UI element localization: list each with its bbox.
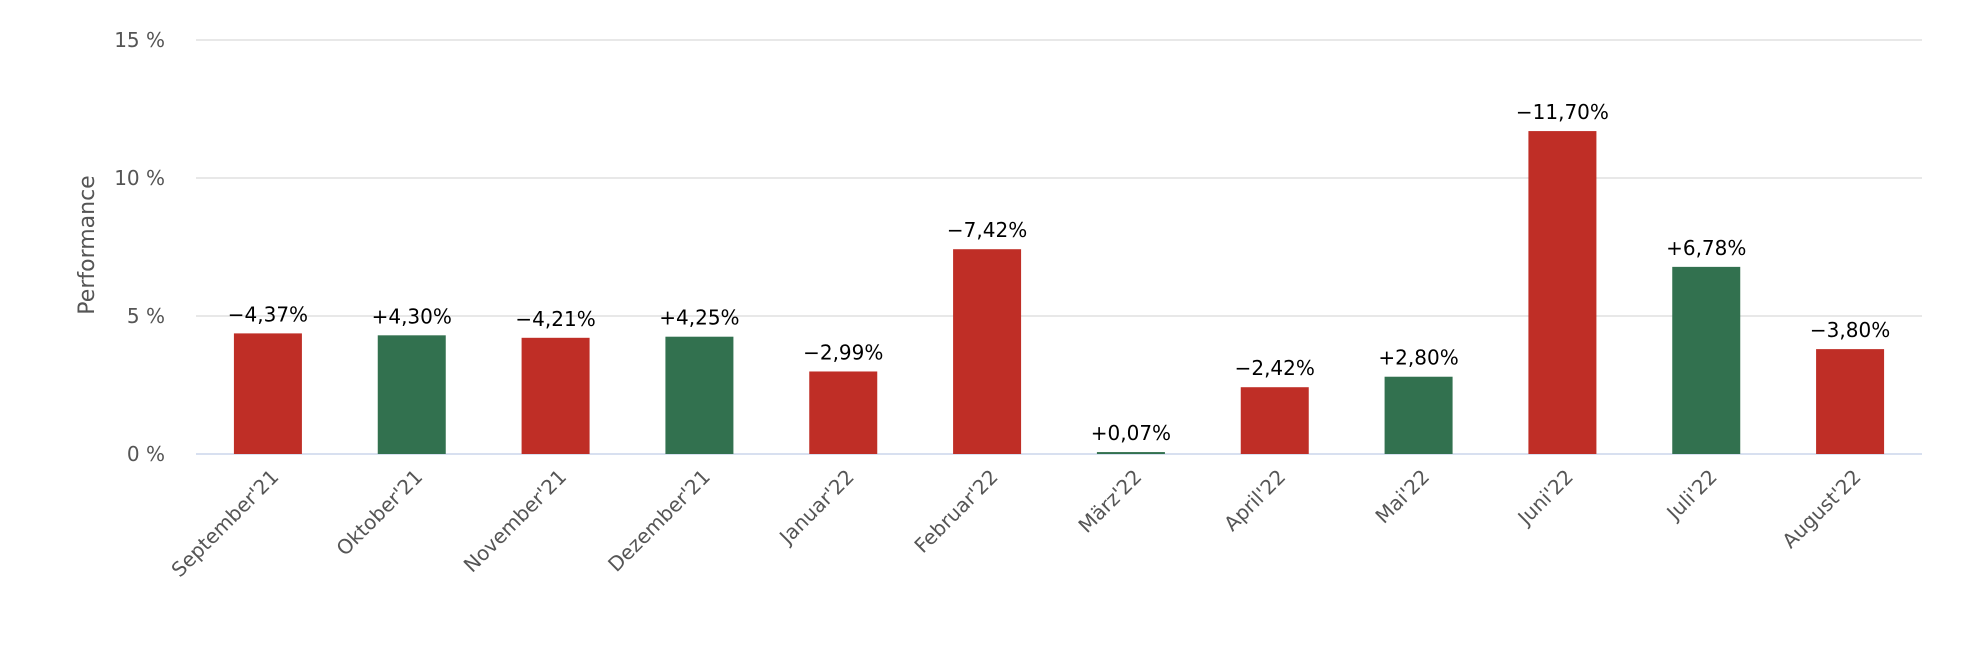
x-tick-label: Juli'22 [1661,465,1722,526]
x-tick-label: März'22 [1073,465,1146,538]
y-tick-label: 0 % [127,442,165,466]
bar[interactable] [1672,266,1741,454]
x-tick-label: Juni'22 [1512,465,1578,531]
y-axis-ticks: 0 % 5 % 10 % 15 % [114,28,165,466]
bar[interactable] [665,336,734,454]
bar-data-label: +4,30% [372,304,452,328]
bar-data-label: −2,99% [803,340,883,364]
bar-data-label: +4,25% [659,306,739,330]
bar-data-label: +0,07% [1091,421,1171,445]
x-tick-label: Januar'22 [773,465,859,551]
x-axis-ticks: September'21 Oktober'21 November'21 Dezembe… [166,465,1865,582]
bar-data-label: −2,42% [1235,356,1315,380]
x-tick-label: Februar'22 [909,465,1002,558]
bar[interactable] [1816,349,1885,454]
bar-data-label: +6,78% [1666,236,1746,260]
bar-data-label: −7,42% [947,218,1027,242]
bar[interactable] [377,335,446,454]
bar-data-label: −4,37% [228,302,308,326]
bar[interactable] [1384,376,1453,454]
y-tick-label: 10 % [114,166,165,190]
bars [233,131,1885,454]
bar[interactable] [521,337,590,454]
y-tick-label: 15 % [114,28,165,52]
bar-data-label: −11,70% [1516,100,1609,124]
bar[interactable] [1240,387,1309,454]
bar-data-label: −4,21% [515,307,595,331]
bar[interactable] [1528,131,1597,454]
bar[interactable] [1096,452,1165,454]
x-tick-label: April'22 [1219,465,1290,536]
bar[interactable] [233,333,302,454]
x-tick-label: Dezember'21 [603,465,715,577]
x-tick-label: Mai'22 [1370,465,1434,529]
x-tick-label: August'22 [1777,465,1865,553]
y-tick-label: 5 % [127,304,165,328]
bar[interactable] [809,371,878,454]
grid-lines [196,39,1922,455]
bar[interactable] [953,249,1022,454]
x-tick-label: November'21 [459,465,571,577]
data-labels: −4,37% +4,30% −4,21% +4,25% −2,99% −7,42% +0,0… [228,100,1890,445]
x-tick-label: Oktober'21 [331,465,427,561]
x-tick-label: September'21 [166,465,283,582]
bar-data-label: −3,80% [1810,318,1890,342]
y-axis-title: Performance [75,175,100,314]
bar-data-label: +2,80% [1378,346,1458,370]
